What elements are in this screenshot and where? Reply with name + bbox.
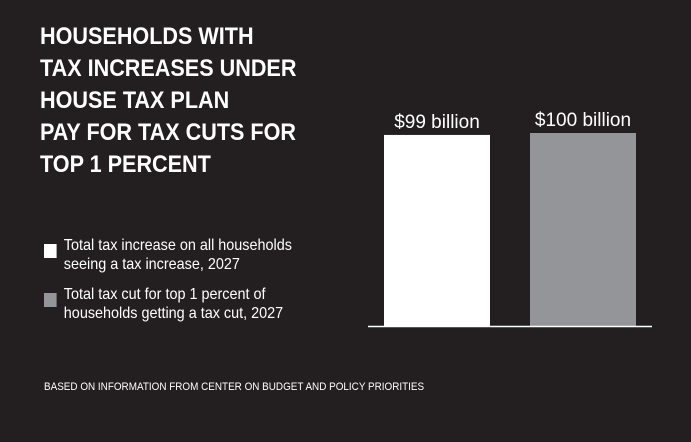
- title-line: HOUSE TAX PLAN: [40, 87, 230, 114]
- legend-label-line: Total tax cut for top 1 percent of: [63, 286, 266, 303]
- legend-label-line: households getting a tax cut, 2027: [63, 305, 284, 322]
- legend-label-line: Total tax increase on all households: [63, 237, 292, 254]
- legend-swatch-white: [44, 244, 57, 258]
- title-line: HOUSEHOLDS WITH: [40, 23, 254, 50]
- bar-2: [530, 133, 636, 326]
- chart-title: HOUSEHOLDS WITH TAX INCREASES UNDER HOUS…: [40, 21, 328, 181]
- legend-item-tax-increase: Total tax increase on all households see…: [44, 236, 361, 274]
- title-line: TOP 1 PERCENT: [40, 151, 211, 178]
- legend-label-line: seeing a tax increase, 2027: [63, 256, 240, 273]
- bar-1: [384, 134, 490, 326]
- bar-value-label: $100 billion: [535, 110, 631, 131]
- title-line: PAY FOR TAX CUTS FOR: [40, 119, 297, 146]
- legend-item-tax-cut: Total tax cut for top 1 percent of house…: [44, 285, 361, 323]
- legend: Total tax increase on all households see…: [44, 236, 364, 323]
- bar-value-label: $99 billion: [394, 112, 480, 133]
- legend-swatch-gray: [44, 293, 57, 307]
- source-note: BASED ON INFORMATION FROM CENTER ON BUDG…: [44, 381, 425, 393]
- title-line: TAX INCREASES UNDER: [40, 55, 297, 82]
